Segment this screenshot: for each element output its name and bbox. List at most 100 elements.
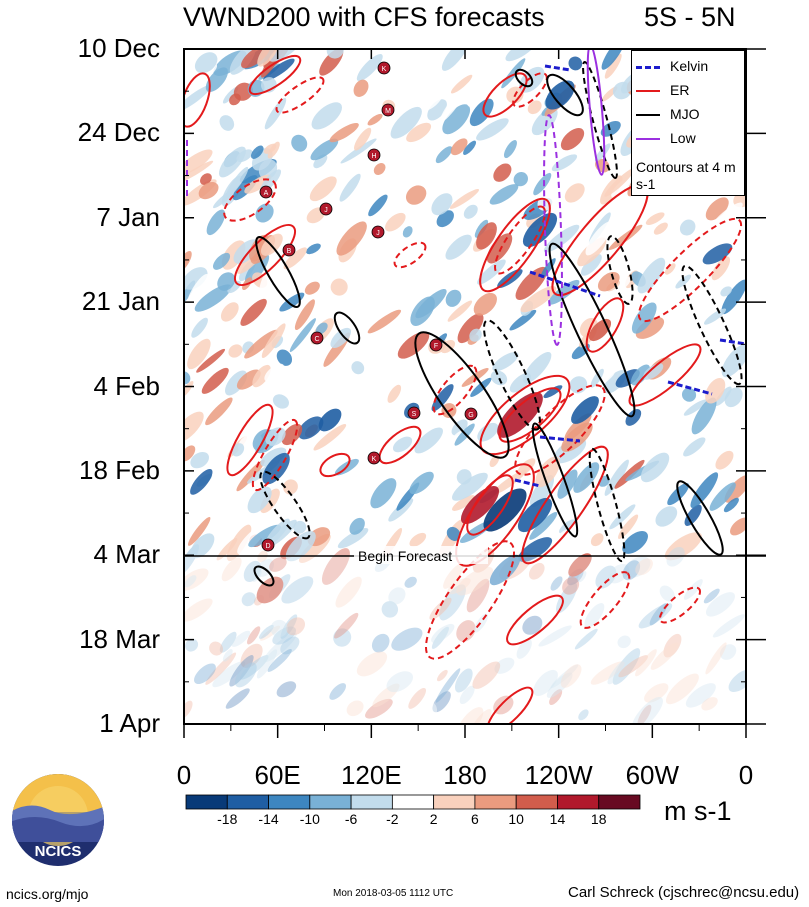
field-cell bbox=[244, 253, 270, 284]
field-cell bbox=[724, 474, 746, 503]
legend-label: MJO bbox=[670, 106, 700, 122]
storm-letter: D bbox=[265, 543, 270, 550]
field-cell bbox=[391, 627, 423, 651]
field-cell bbox=[522, 615, 543, 635]
field-cell bbox=[655, 506, 678, 527]
mjo-contour bbox=[255, 236, 301, 308]
field-cell bbox=[409, 471, 434, 495]
field-cell bbox=[198, 501, 218, 521]
field-cell bbox=[289, 318, 316, 353]
field-cell bbox=[649, 603, 668, 626]
colorbar-swatch bbox=[598, 794, 641, 810]
field-cell bbox=[205, 67, 228, 93]
field-cell bbox=[365, 698, 393, 719]
mjo-contour bbox=[259, 470, 311, 540]
er-contour bbox=[251, 418, 299, 492]
mjo-contour bbox=[546, 73, 584, 117]
field-cell bbox=[614, 459, 645, 489]
er-contour bbox=[506, 594, 564, 646]
field-cell bbox=[513, 658, 539, 683]
kelvin-contour bbox=[539, 435, 581, 443]
field-cell bbox=[472, 661, 501, 689]
mjo-contour bbox=[681, 264, 743, 386]
legend-label: Kelvin bbox=[670, 58, 709, 74]
field-cell bbox=[450, 74, 473, 94]
field-cell bbox=[318, 408, 342, 432]
field-cell bbox=[463, 204, 478, 219]
field-cell bbox=[184, 568, 209, 591]
storm-letter: G bbox=[468, 412, 473, 419]
field-cell bbox=[194, 284, 232, 312]
field-cell bbox=[240, 643, 263, 668]
field-cell bbox=[333, 628, 352, 647]
field-cell bbox=[543, 224, 580, 253]
field-cell bbox=[349, 517, 365, 535]
field-cell bbox=[632, 420, 646, 435]
field-cell bbox=[721, 279, 746, 315]
footer-url[interactable]: ncics.org/mjo bbox=[6, 886, 89, 902]
field-cell bbox=[476, 222, 497, 250]
field-cell bbox=[467, 92, 484, 108]
y-tick-label: 21 Jan bbox=[81, 286, 160, 317]
colorbar-tick-label: 6 bbox=[471, 811, 479, 827]
field-cell bbox=[340, 138, 377, 164]
field-cell bbox=[280, 636, 300, 655]
colorbar-tick-label: -10 bbox=[299, 811, 320, 827]
field-cell bbox=[422, 700, 438, 716]
field-cell bbox=[549, 689, 563, 705]
colorbar-swatch bbox=[268, 794, 311, 810]
er-contour bbox=[466, 474, 514, 536]
mjo-contour bbox=[548, 242, 636, 418]
field-cell bbox=[560, 128, 585, 151]
field-cell bbox=[367, 113, 383, 126]
colorbar-swatch bbox=[433, 794, 476, 810]
field-cell bbox=[324, 223, 342, 241]
field-cell bbox=[494, 657, 515, 674]
storm-letter: J bbox=[324, 207, 328, 214]
footer-date: Mon 2018-03-05 1112 UTC bbox=[333, 888, 454, 899]
field-cell bbox=[313, 154, 328, 169]
field-cell bbox=[219, 631, 237, 653]
field-cell bbox=[356, 651, 388, 677]
field-cell bbox=[184, 85, 212, 112]
field-cell bbox=[571, 343, 590, 360]
field-cell bbox=[239, 655, 269, 680]
field-cell bbox=[645, 212, 665, 226]
field-cell bbox=[269, 557, 287, 572]
field-cell bbox=[329, 683, 347, 700]
field-cell bbox=[531, 107, 558, 136]
field-cell bbox=[389, 282, 422, 307]
field-cell bbox=[474, 219, 489, 238]
field-cell bbox=[276, 681, 297, 698]
field-cell bbox=[185, 638, 199, 652]
field-cell bbox=[683, 399, 707, 416]
field-cell bbox=[229, 564, 251, 586]
x-tick-label: 120E bbox=[340, 760, 402, 790]
er-contour bbox=[585, 297, 625, 353]
er-contour bbox=[432, 364, 478, 416]
field-cell bbox=[194, 663, 216, 685]
field-cell bbox=[469, 98, 494, 127]
storm-markers: K M H A J J B C F S G K D bbox=[259, 61, 478, 552]
field-cell bbox=[560, 664, 582, 688]
legend-swatch bbox=[636, 138, 660, 141]
contour-note: Contours at 4 m s-1 bbox=[636, 159, 736, 192]
field-cell bbox=[388, 498, 414, 522]
colorbar bbox=[185, 794, 641, 810]
field-cell bbox=[212, 661, 246, 688]
field-cell bbox=[229, 655, 254, 687]
legend-er: ER bbox=[636, 81, 689, 99]
y-tick-label: 18 Mar bbox=[79, 623, 160, 654]
storm-marker: G bbox=[464, 407, 478, 421]
y-axis bbox=[184, 48, 766, 725]
field-cell bbox=[222, 649, 233, 662]
wind-field bbox=[184, 49, 746, 724]
field-cell bbox=[445, 289, 462, 307]
field-cell bbox=[267, 649, 292, 672]
field-cell bbox=[310, 138, 339, 161]
ncics-logo[interactable]: NCICS bbox=[10, 772, 106, 868]
field-cell bbox=[356, 54, 383, 82]
field-cell bbox=[432, 691, 451, 713]
storm-marker: B bbox=[282, 243, 296, 257]
field-cell bbox=[683, 579, 703, 600]
